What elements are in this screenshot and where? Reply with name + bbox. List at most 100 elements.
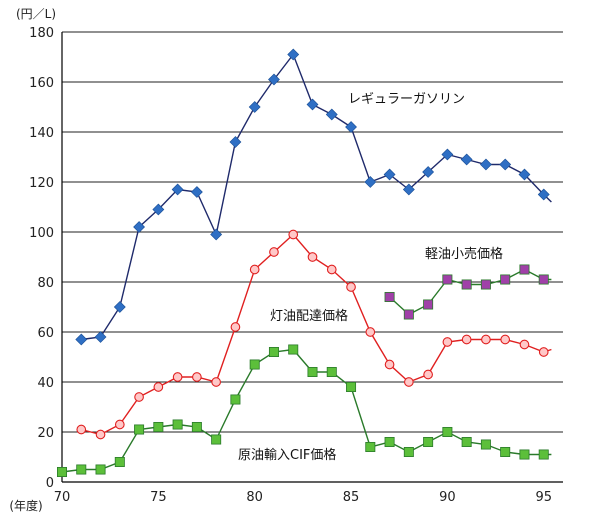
data-point-0-4 — [152, 203, 165, 216]
data-point-2-15 — [365, 327, 376, 337]
series-label-crude-oil: 原油輸入CIF価格 — [238, 447, 336, 463]
data-point-0-9 — [248, 101, 261, 113]
data-point-0-23 — [518, 168, 531, 181]
y-tick-label-0: 0 — [46, 476, 54, 491]
data-point-3-4 — [134, 424, 145, 435]
data-point-2-18 — [423, 369, 433, 380]
y-tick-label-80: 80 — [37, 276, 54, 291]
data-point-2-8 — [230, 322, 241, 332]
data-point-0-19 — [441, 148, 454, 161]
x-unit-label: (年度) — [9, 498, 42, 513]
y-tick-label-120: 120 — [29, 176, 54, 191]
data-point-3-13 — [307, 366, 318, 377]
data-point-0-2 — [113, 301, 126, 313]
data-point-3-18 — [403, 446, 414, 457]
data-point-1-5 — [480, 279, 491, 290]
data-point-3-23 — [500, 446, 511, 457]
data-point-0-16 — [383, 168, 396, 181]
data-point-3-5 — [153, 421, 164, 432]
series-line-0 — [81, 53, 552, 341]
data-point-0-22 — [499, 158, 512, 171]
data-point-3-19 — [423, 436, 434, 447]
series-label-diesel: 軽油小売価格 — [425, 246, 503, 262]
data-point-1-2 — [423, 299, 434, 310]
series-2 — [76, 229, 552, 440]
data-point-3-6 — [172, 419, 183, 430]
data-point-0-13 — [325, 108, 338, 121]
data-point-0-24 — [537, 188, 550, 201]
x-tick-label-85: 85 — [343, 490, 360, 505]
data-point-0-0 — [75, 333, 88, 346]
data-point-0-6 — [190, 186, 203, 198]
data-point-0-1 — [94, 331, 107, 343]
data-point-2-13 — [326, 264, 337, 275]
data-point-2-7 — [211, 377, 222, 387]
data-point-2-1 — [95, 429, 106, 440]
data-point-2-19 — [442, 337, 453, 347]
series-line-1 — [389, 268, 552, 316]
data-point-2-11 — [288, 229, 299, 240]
y-tick-label-140: 140 — [29, 126, 54, 141]
data-point-3-25 — [538, 449, 549, 460]
data-point-3-16 — [365, 441, 376, 452]
y-tick-label-160: 160 — [29, 76, 54, 91]
data-point-3-3 — [114, 456, 125, 467]
data-point-3-8 — [211, 434, 222, 445]
data-point-2-14 — [346, 282, 356, 292]
data-point-1-0 — [384, 291, 395, 302]
y-tick-label-60: 60 — [37, 326, 54, 341]
y-tick-label-100: 100 — [29, 226, 54, 241]
data-point-3-17 — [384, 436, 395, 447]
data-point-0-17 — [402, 183, 415, 196]
data-point-3-2 — [95, 464, 106, 475]
x-tick-label-80: 80 — [246, 490, 263, 505]
data-point-2-16 — [384, 359, 395, 370]
data-point-2-9 — [249, 264, 260, 275]
x-tick-label-70: 70 — [54, 490, 71, 505]
x-tick-label-95: 95 — [535, 490, 552, 505]
data-point-3-11 — [268, 346, 279, 357]
data-point-2-21 — [481, 334, 491, 345]
y-unit-label: (円／L) — [16, 7, 56, 21]
grid-layer — [62, 31, 563, 483]
series-1 — [384, 264, 552, 320]
data-point-3-15 — [346, 381, 357, 392]
data-point-2-10 — [269, 247, 279, 257]
data-point-0-5 — [171, 183, 184, 196]
x-tick-label-90: 90 — [439, 490, 456, 505]
data-point-2-4 — [153, 382, 164, 392]
series-0 — [75, 48, 552, 346]
axis-layer: 0 20 40 60 80 100 120 140 160 180 70 75 80 85 90 95 — [29, 26, 552, 505]
data-point-3-24 — [519, 449, 530, 460]
data-point-2-5 — [172, 372, 183, 382]
y-tick-label-20: 20 — [37, 426, 54, 441]
data-point-2-0 — [76, 424, 87, 435]
data-point-3-7 — [191, 421, 202, 432]
data-point-3-10 — [249, 359, 260, 370]
data-point-2-2 — [114, 419, 125, 430]
data-point-2-24 — [538, 347, 549, 357]
data-point-3-1 — [76, 464, 87, 475]
data-point-0-12 — [306, 98, 319, 111]
data-point-1-6 — [500, 274, 511, 285]
x-tick-label-75: 75 — [150, 490, 167, 505]
data-point-0-20 — [460, 153, 473, 166]
data-point-0-11 — [287, 48, 300, 61]
data-point-1-3 — [442, 274, 453, 285]
data-point-2-23 — [519, 339, 530, 350]
data-point-2-20 — [461, 334, 472, 345]
series-layer — [57, 48, 552, 477]
data-point-3-20 — [442, 426, 453, 437]
data-point-3-12 — [288, 344, 299, 355]
data-point-1-7 — [519, 264, 530, 275]
data-point-2-22 — [500, 334, 511, 345]
data-point-2-17 — [403, 377, 414, 387]
series-line-2 — [81, 233, 552, 436]
data-point-2-3 — [134, 392, 144, 402]
data-point-3-21 — [461, 436, 472, 447]
data-point-0-7 — [210, 228, 223, 241]
data-point-0-3 — [133, 221, 146, 233]
data-point-1-4 — [461, 279, 472, 290]
